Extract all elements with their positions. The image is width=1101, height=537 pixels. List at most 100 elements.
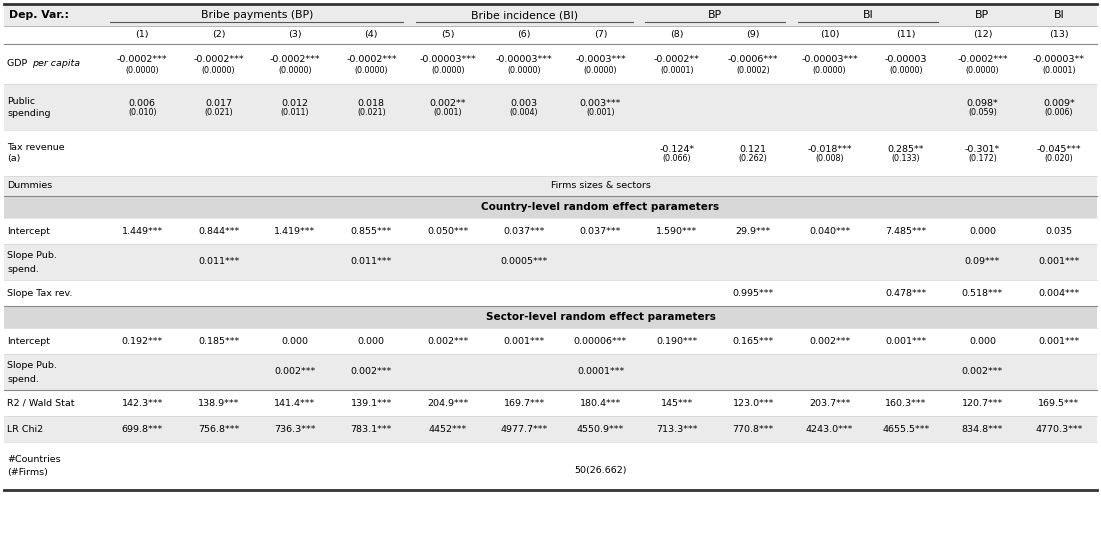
Text: 0.050***: 0.050*** <box>427 227 468 236</box>
Bar <box>4 280 1097 306</box>
Text: 0.006: 0.006 <box>129 98 155 107</box>
Text: LR Chi2: LR Chi2 <box>7 425 43 433</box>
Text: (0.172): (0.172) <box>968 155 996 163</box>
Text: Slope Pub.: Slope Pub. <box>7 250 57 259</box>
Text: Bribe payments (BP): Bribe payments (BP) <box>200 10 313 20</box>
Text: 0.518***: 0.518*** <box>962 288 1003 297</box>
Text: Country-level random effect parameters: Country-level random effect parameters <box>481 202 720 212</box>
Text: Tax revenue: Tax revenue <box>7 142 65 151</box>
Text: -0.124*: -0.124* <box>659 144 695 154</box>
Text: -0.018***: -0.018*** <box>807 144 852 154</box>
Text: (0.011): (0.011) <box>281 108 309 118</box>
Text: Bribe incidence (BI): Bribe incidence (BI) <box>470 10 578 20</box>
Text: 138.9***: 138.9*** <box>198 398 239 408</box>
Text: 123.0***: 123.0*** <box>732 398 774 408</box>
Bar <box>4 306 1097 328</box>
Text: 4977.7***: 4977.7*** <box>501 425 547 433</box>
Text: 7.485***: 7.485*** <box>885 227 927 236</box>
Text: 142.3***: 142.3*** <box>121 398 163 408</box>
Text: (13): (13) <box>1049 31 1069 40</box>
Text: 0.000: 0.000 <box>969 227 996 236</box>
Text: Public: Public <box>7 97 35 105</box>
Text: (11): (11) <box>896 31 916 40</box>
Text: 0.004***: 0.004*** <box>1038 288 1079 297</box>
Bar <box>4 4 1097 26</box>
Text: 0.0005***: 0.0005*** <box>501 258 547 266</box>
Text: (a): (a) <box>7 155 21 163</box>
Text: 0.285**: 0.285** <box>887 144 924 154</box>
Text: (0.004): (0.004) <box>510 108 538 118</box>
Text: Slope Tax rev.: Slope Tax rev. <box>7 288 73 297</box>
Text: 0.000: 0.000 <box>358 337 385 345</box>
Text: 0.012: 0.012 <box>282 98 308 107</box>
Text: (0.021): (0.021) <box>357 108 385 118</box>
Text: -0.0003***: -0.0003*** <box>575 55 625 64</box>
Text: (0.020): (0.020) <box>1045 155 1073 163</box>
Bar <box>4 218 1097 244</box>
Text: 783.1***: 783.1*** <box>350 425 392 433</box>
Text: 0.040***: 0.040*** <box>809 227 850 236</box>
Text: 834.8***: 834.8*** <box>962 425 1003 433</box>
Text: 0.000: 0.000 <box>969 337 996 345</box>
Text: 0.192***: 0.192*** <box>121 337 163 345</box>
Text: (0.0000): (0.0000) <box>813 66 847 75</box>
Text: (10): (10) <box>820 31 839 40</box>
Text: -0.0002***: -0.0002*** <box>346 55 396 64</box>
Text: (0.0000): (0.0000) <box>584 66 618 75</box>
Text: 0.037***: 0.037*** <box>503 227 545 236</box>
Bar <box>4 84 1097 130</box>
Text: (0.021): (0.021) <box>204 108 233 118</box>
Bar <box>4 416 1097 442</box>
Text: 29.9***: 29.9*** <box>735 227 771 236</box>
Bar <box>4 354 1097 390</box>
Text: -0.0002***: -0.0002*** <box>194 55 244 64</box>
Text: 0.017: 0.017 <box>205 98 232 107</box>
Text: 0.121: 0.121 <box>740 144 766 154</box>
Text: Sector-level random effect parameters: Sector-level random effect parameters <box>486 312 716 322</box>
Text: 4452***: 4452*** <box>428 425 467 433</box>
Text: 0.003: 0.003 <box>511 98 537 107</box>
Text: 4550.9***: 4550.9*** <box>577 425 624 433</box>
Text: Intercept: Intercept <box>7 337 50 345</box>
Text: 0.002**: 0.002** <box>429 98 466 107</box>
Text: 0.001***: 0.001*** <box>1038 337 1079 345</box>
Text: 756.8***: 756.8*** <box>198 425 239 433</box>
Text: Firms sizes & sectors: Firms sizes & sectors <box>550 182 651 191</box>
Bar <box>4 44 1097 84</box>
Text: 4655.5***: 4655.5*** <box>882 425 929 433</box>
Text: 0.035: 0.035 <box>1045 227 1072 236</box>
Text: -0.0002***: -0.0002*** <box>270 55 320 64</box>
Text: 0.002***: 0.002*** <box>274 367 316 376</box>
Text: -0.0006***: -0.0006*** <box>728 55 778 64</box>
Text: 0.185***: 0.185*** <box>198 337 239 345</box>
Text: -0.0002***: -0.0002*** <box>957 55 1007 64</box>
Text: BP: BP <box>975 10 990 20</box>
Text: 770.8***: 770.8*** <box>732 425 774 433</box>
Bar <box>4 176 1097 196</box>
Text: (0.001): (0.001) <box>434 108 462 118</box>
Text: (0.008): (0.008) <box>816 155 844 163</box>
Text: spending: spending <box>7 108 51 118</box>
Text: Intercept: Intercept <box>7 227 50 236</box>
Text: -0.00003: -0.00003 <box>885 55 927 64</box>
Text: -0.00003***: -0.00003*** <box>802 55 858 64</box>
Bar <box>4 442 1097 490</box>
Text: 0.002***: 0.002*** <box>351 367 392 376</box>
Text: 0.011***: 0.011*** <box>351 258 392 266</box>
Text: 180.4***: 180.4*** <box>580 398 621 408</box>
Text: (0.066): (0.066) <box>663 155 691 163</box>
Text: spend.: spend. <box>7 265 39 273</box>
Text: 713.3***: 713.3*** <box>656 425 698 433</box>
Text: 160.3***: 160.3*** <box>885 398 927 408</box>
Text: 0.855***: 0.855*** <box>351 227 392 236</box>
Text: 0.478***: 0.478*** <box>885 288 927 297</box>
Text: 0.09***: 0.09*** <box>964 258 1000 266</box>
Text: 120.7***: 120.7*** <box>962 398 1003 408</box>
Text: (0.010): (0.010) <box>128 108 156 118</box>
Text: -0.00003***: -0.00003*** <box>495 55 553 64</box>
Text: Dep. Var.:: Dep. Var.: <box>9 10 69 20</box>
Text: 169.5***: 169.5*** <box>1038 398 1079 408</box>
Bar <box>4 390 1097 416</box>
Text: 0.002***: 0.002*** <box>962 367 1003 376</box>
Text: 50(26.662): 50(26.662) <box>575 467 626 475</box>
